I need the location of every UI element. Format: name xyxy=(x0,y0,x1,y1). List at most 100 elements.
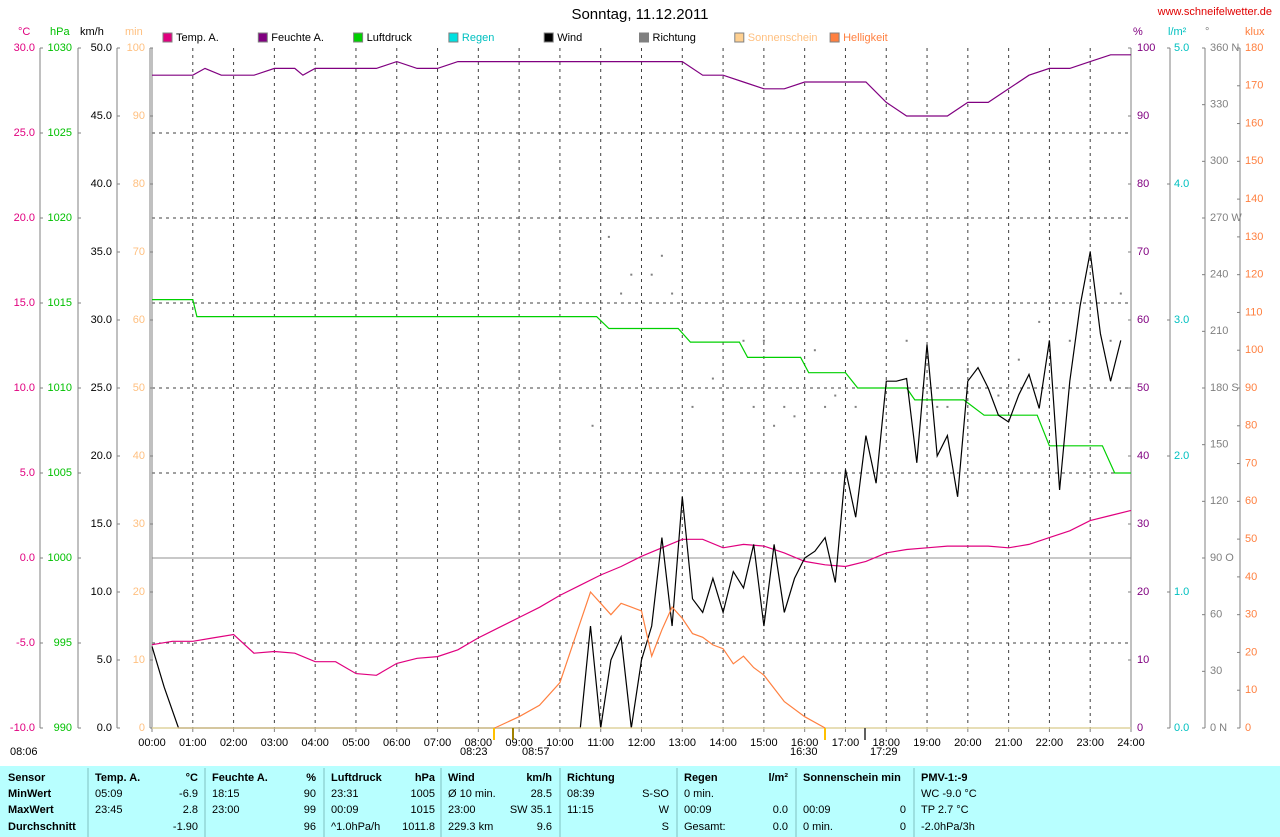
y-axis-title: % xyxy=(1133,26,1143,38)
x-tick-label: 03:00 xyxy=(261,737,289,749)
table-cell: 0 xyxy=(900,821,906,833)
y-tick-label: 180 xyxy=(1245,42,1263,54)
y-tick-label: 30 xyxy=(1210,665,1222,677)
direction-point xyxy=(813,349,816,352)
y-tick-label: 995 xyxy=(54,637,72,649)
legend-swatch xyxy=(639,32,649,43)
y-tick-label: 90 xyxy=(133,110,145,122)
direction-point xyxy=(742,339,745,342)
table-cell: SW 35.1 xyxy=(510,804,552,816)
direction-point xyxy=(824,405,827,408)
y-axis-title: ° xyxy=(1205,26,1209,38)
y-tick-label: 210 xyxy=(1210,325,1228,337)
y-tick-label: 1.0 xyxy=(1174,586,1189,598)
y-tick-label: 80 xyxy=(133,178,145,190)
legend-swatch xyxy=(543,32,554,43)
legend-label: Regen xyxy=(462,32,494,44)
direction-point xyxy=(834,394,837,397)
y-tick-label: 110 xyxy=(1245,306,1263,318)
table-cell: 0 xyxy=(900,804,906,816)
table-group-name: Richtung xyxy=(567,772,615,784)
table-cell: 0 min. xyxy=(684,788,714,800)
x-tick-label: 23:00 xyxy=(1076,737,1104,749)
direction-point xyxy=(711,377,714,380)
table-row-label: MinWert xyxy=(8,788,52,800)
table-cell: 0.0 xyxy=(773,821,788,833)
y-tick-label: 300 xyxy=(1210,155,1228,167)
legend-swatch xyxy=(448,32,459,43)
y-tick-label: 10.0 xyxy=(91,586,112,598)
table-cell: 229.3 km xyxy=(448,821,493,833)
table-cell: W xyxy=(659,804,670,816)
series-line xyxy=(494,590,826,729)
y-tick-label: 100 xyxy=(1245,344,1263,356)
x-tick-label: 10:00 xyxy=(546,737,574,749)
sun-annotation: 08:06 xyxy=(10,746,38,758)
y-tick-label: 120 xyxy=(1245,269,1263,281)
table-cell: 00:09 xyxy=(331,804,359,816)
y-tick-label: 0 xyxy=(1137,722,1143,734)
legend-swatch xyxy=(162,32,173,43)
y-tick-label: 60 xyxy=(1210,609,1222,621)
y-axis-title: hPa xyxy=(50,26,70,38)
y-tick-label: 50 xyxy=(133,382,145,394)
direction-point xyxy=(936,405,939,408)
table-cell: 1005 xyxy=(411,788,435,800)
series-line xyxy=(152,54,1131,117)
direction-point xyxy=(762,339,765,342)
table-cell: 2.8 xyxy=(183,804,198,816)
legend-label: Richtung xyxy=(653,32,696,44)
x-tick-label: 12:00 xyxy=(628,737,656,749)
table-cell: 18:15 xyxy=(212,788,240,800)
y-tick-label: 25.0 xyxy=(14,127,35,139)
y-tick-label: 330 xyxy=(1210,99,1228,111)
direction-point xyxy=(1109,339,1112,342)
y-tick-label: 1025 xyxy=(48,127,72,139)
y-tick-label: 100 xyxy=(1137,42,1155,54)
table-unit: l/m² xyxy=(768,772,788,784)
table-cell: 1015 xyxy=(411,804,435,816)
y-tick-label: 20.0 xyxy=(91,450,112,462)
direction-point xyxy=(905,339,908,342)
direction-point xyxy=(854,405,857,408)
y-tick-label: 150 xyxy=(1245,155,1263,167)
direction-point xyxy=(691,405,694,408)
table-unit: % xyxy=(306,772,316,784)
table-cell: 23:00 xyxy=(212,804,240,816)
y-tick-label: 120 xyxy=(1210,495,1228,507)
table-cell: -6.9 xyxy=(179,788,198,800)
y-tick-label: 80 xyxy=(1245,420,1257,432)
y-tick-label: 70 xyxy=(133,246,145,258)
x-tick-label: 21:00 xyxy=(995,737,1023,749)
y-tick-label: 170 xyxy=(1245,80,1263,92)
y-tick-label: 40 xyxy=(133,450,145,462)
y-tick-label: 0 xyxy=(139,722,145,734)
table-row-label: MaxWert xyxy=(8,804,54,816)
y-tick-label: 20 xyxy=(133,586,145,598)
y-tick-label: 20 xyxy=(1245,646,1257,658)
table-group-name: Sonnenschein min xyxy=(803,772,901,784)
direction-point xyxy=(997,394,1000,397)
table-row-label: Durchschnitt xyxy=(8,821,76,833)
y-tick-label: 90 xyxy=(1137,110,1149,122)
y-tick-label: 1020 xyxy=(48,212,72,224)
direction-point xyxy=(752,405,755,408)
y-tick-label: 990 xyxy=(54,722,72,734)
y-tick-label: 160 xyxy=(1245,117,1263,129)
table-cell: TP 2.7 °C xyxy=(921,804,969,816)
table-cell: 00:09 xyxy=(803,804,831,816)
legend-swatch xyxy=(829,32,840,43)
y-tick-label: 30.0 xyxy=(91,314,112,326)
y-tick-label: 40 xyxy=(1245,571,1257,583)
y-tick-label: 0.0 xyxy=(20,552,35,564)
y-axis-title: min xyxy=(125,26,143,38)
y-tick-label: 50 xyxy=(1245,533,1257,545)
x-tick-label: 11:00 xyxy=(587,737,614,749)
y-tick-label: 35.0 xyxy=(91,246,112,258)
y-tick-label: 20 xyxy=(1137,586,1149,598)
direction-point xyxy=(671,292,674,295)
chart-title: Sonntag, 11.12.2011 xyxy=(571,6,708,23)
y-tick-label: 140 xyxy=(1245,193,1263,205)
y-tick-label: 1030 xyxy=(48,42,72,54)
